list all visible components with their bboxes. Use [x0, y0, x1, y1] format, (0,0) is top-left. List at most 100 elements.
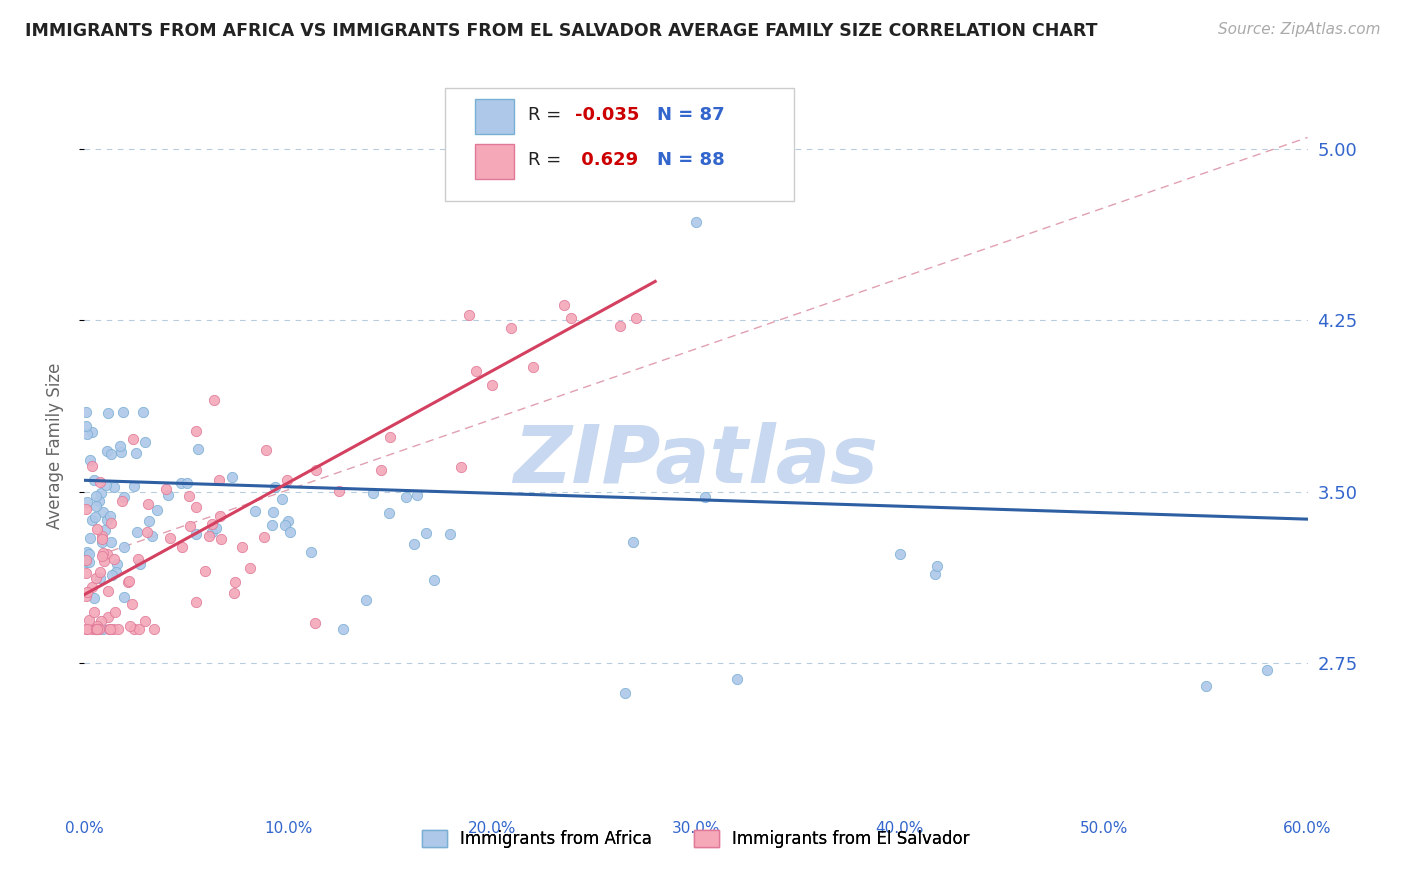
- Point: [117, 574, 139, 589]
- Point: [194, 564, 217, 578]
- Point: [97, 610, 120, 624]
- Point: [86, 618, 108, 632]
- Point: [243, 503, 266, 517]
- Point: [91, 505, 114, 519]
- Point: [101, 568, 124, 582]
- Point: [112, 590, 135, 604]
- Point: [105, 565, 128, 579]
- Point: [402, 537, 425, 551]
- Point: [75, 553, 97, 567]
- Point: [239, 561, 262, 575]
- Point: [280, 525, 302, 540]
- Point: [79, 532, 101, 546]
- Point: [84, 489, 107, 503]
- Point: [90, 532, 112, 546]
- FancyBboxPatch shape: [446, 87, 794, 201]
- Point: [76, 544, 98, 558]
- Point: [159, 532, 181, 546]
- Point: [553, 298, 575, 312]
- Point: [465, 364, 488, 378]
- Point: [97, 407, 120, 421]
- Text: N = 87: N = 87: [657, 106, 724, 124]
- Point: [98, 622, 121, 636]
- Point: [924, 566, 946, 581]
- Point: [609, 319, 631, 334]
- Point: [86, 522, 108, 536]
- Point: [395, 491, 418, 505]
- Point: [157, 488, 180, 502]
- Point: [260, 517, 283, 532]
- Point: [83, 605, 105, 619]
- Point: [457, 308, 479, 322]
- Point: [299, 545, 322, 559]
- Point: [75, 501, 97, 516]
- Point: [93, 554, 115, 568]
- Point: [481, 378, 503, 392]
- Point: [252, 531, 274, 545]
- Point: [89, 475, 111, 489]
- Point: [499, 321, 522, 335]
- Point: [83, 622, 105, 636]
- Point: [186, 425, 208, 439]
- Point: [200, 524, 222, 539]
- Point: [201, 516, 224, 531]
- Point: [135, 524, 157, 539]
- Point: [134, 614, 156, 628]
- Point: [927, 559, 949, 574]
- Text: ZIPatlas: ZIPatlas: [513, 422, 879, 500]
- Point: [274, 517, 297, 532]
- Point: [522, 359, 544, 374]
- Point: [82, 458, 104, 473]
- Point: [127, 552, 149, 566]
- Point: [100, 516, 122, 531]
- Point: [100, 447, 122, 461]
- Point: [75, 405, 97, 419]
- Point: [450, 459, 472, 474]
- Point: [76, 427, 98, 442]
- Point: [86, 499, 108, 513]
- Point: [89, 571, 111, 585]
- Point: [134, 434, 156, 449]
- Point: [209, 532, 232, 546]
- Point: [221, 470, 243, 484]
- Point: [132, 405, 155, 419]
- Point: [264, 479, 287, 493]
- Point: [439, 526, 461, 541]
- Point: [83, 473, 105, 487]
- Text: R =: R =: [529, 152, 568, 169]
- Point: [96, 477, 118, 491]
- Point: [86, 622, 108, 636]
- Point: [621, 535, 644, 549]
- Point: [613, 686, 636, 700]
- Point: [179, 519, 201, 533]
- Point: [378, 506, 401, 520]
- FancyBboxPatch shape: [475, 145, 513, 179]
- Point: [184, 594, 207, 608]
- Point: [128, 622, 150, 636]
- Text: N = 88: N = 88: [657, 152, 724, 169]
- Point: [84, 509, 107, 524]
- Point: [122, 479, 145, 493]
- Point: [231, 541, 253, 555]
- Point: [208, 473, 231, 487]
- Point: [423, 573, 446, 587]
- Text: Source: ZipAtlas.com: Source: ZipAtlas.com: [1218, 22, 1381, 37]
- Point: [76, 494, 98, 508]
- Point: [87, 622, 110, 636]
- Point: [142, 622, 165, 636]
- Y-axis label: Average Family Size: Average Family Size: [45, 363, 63, 529]
- Text: -0.035: -0.035: [575, 106, 640, 124]
- Point: [889, 548, 911, 562]
- Point: [76, 622, 98, 636]
- Point: [262, 505, 284, 519]
- Point: [685, 215, 707, 229]
- Point: [254, 442, 277, 457]
- Point: [107, 622, 129, 636]
- Point: [560, 311, 582, 326]
- Point: [184, 527, 207, 541]
- Point: [202, 392, 225, 407]
- Point: [136, 497, 159, 511]
- Point: [86, 622, 108, 636]
- Point: [187, 442, 209, 457]
- Point: [75, 419, 97, 434]
